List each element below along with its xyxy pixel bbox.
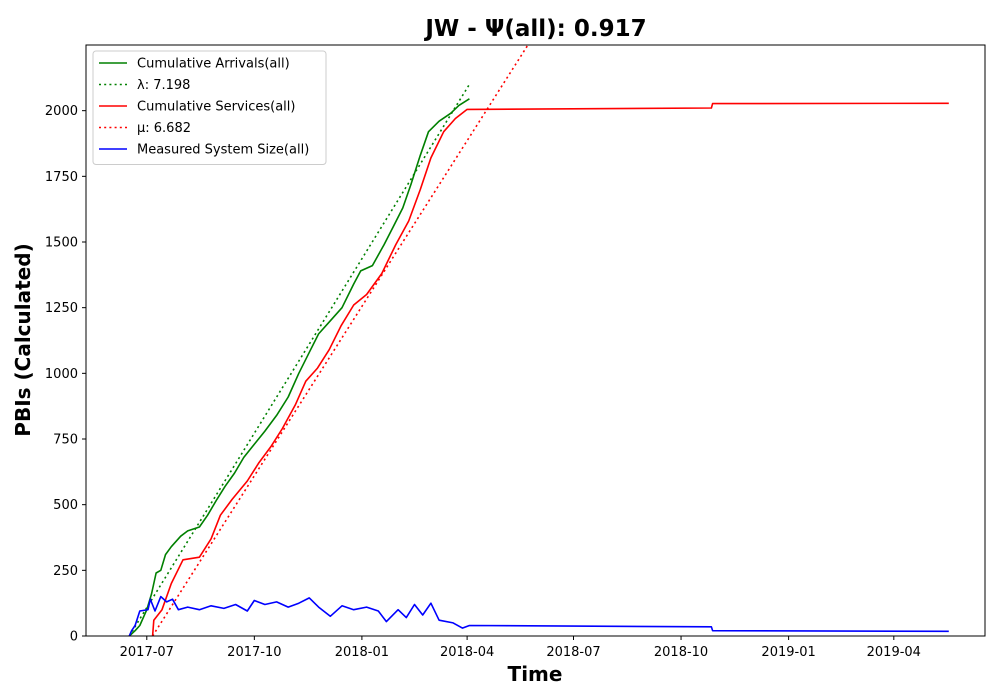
legend-label: λ: 7.198 — [137, 78, 190, 93]
chart-title: JW - Ψ(all): 0.917 — [423, 16, 646, 42]
plot-frame — [85, 44, 986, 637]
legend-label: Cumulative Services(all) — [137, 100, 295, 115]
legend-label: Cumulative Arrivals(all) — [137, 57, 290, 72]
series-line-1 — [128, 98, 470, 636]
y-tick-label: 250 — [53, 564, 78, 579]
legend-label: Measured System Size(all) — [137, 143, 309, 158]
x-tick-label: 2018-04 — [440, 645, 494, 660]
series-layer — [128, 45, 949, 636]
legend-label: μ: 6.682 — [137, 121, 191, 136]
x-tick-label: 2019-04 — [867, 645, 921, 660]
series-line-3 — [151, 102, 949, 636]
x-tick-label: 2017-10 — [227, 645, 281, 660]
y-tick-label: 500 — [53, 498, 78, 513]
x-tick-label: 2017-07 — [120, 645, 174, 660]
y-tick-label: 1250 — [45, 301, 78, 316]
x-tick-label: 2018-10 — [654, 645, 708, 660]
x-axis: 2017-07 2017-10 2018-01 2018-04 2018-07 2018-… — [120, 636, 921, 660]
legend-box — [92, 50, 327, 165]
x-tick-label: 2018-01 — [335, 645, 389, 660]
legend: Cumulative Arrivals(all) λ: 7.198 Cumulati… — [92, 50, 327, 165]
x-axis-title: Time — [508, 662, 563, 686]
y-tick-label: 750 — [53, 433, 78, 448]
y-tick-label: 0 — [70, 630, 78, 645]
x-tick-label: 2019-01 — [761, 645, 815, 660]
y-axis-title: PBIs (Calculated) — [11, 243, 35, 436]
series-line-2 — [128, 83, 471, 636]
y-tick-label: 2000 — [45, 104, 78, 119]
y-tick-label: 1000 — [45, 367, 78, 382]
y-tick-label: 1750 — [45, 170, 78, 185]
y-axis: 0 250 500 750 1000 1250 1500 1750 2000 — [45, 104, 86, 645]
x-tick-label: 2018-07 — [546, 645, 600, 660]
y-tick-label: 1500 — [45, 236, 78, 251]
series-line-5 — [128, 595, 949, 636]
series-line-4 — [151, 45, 529, 636]
